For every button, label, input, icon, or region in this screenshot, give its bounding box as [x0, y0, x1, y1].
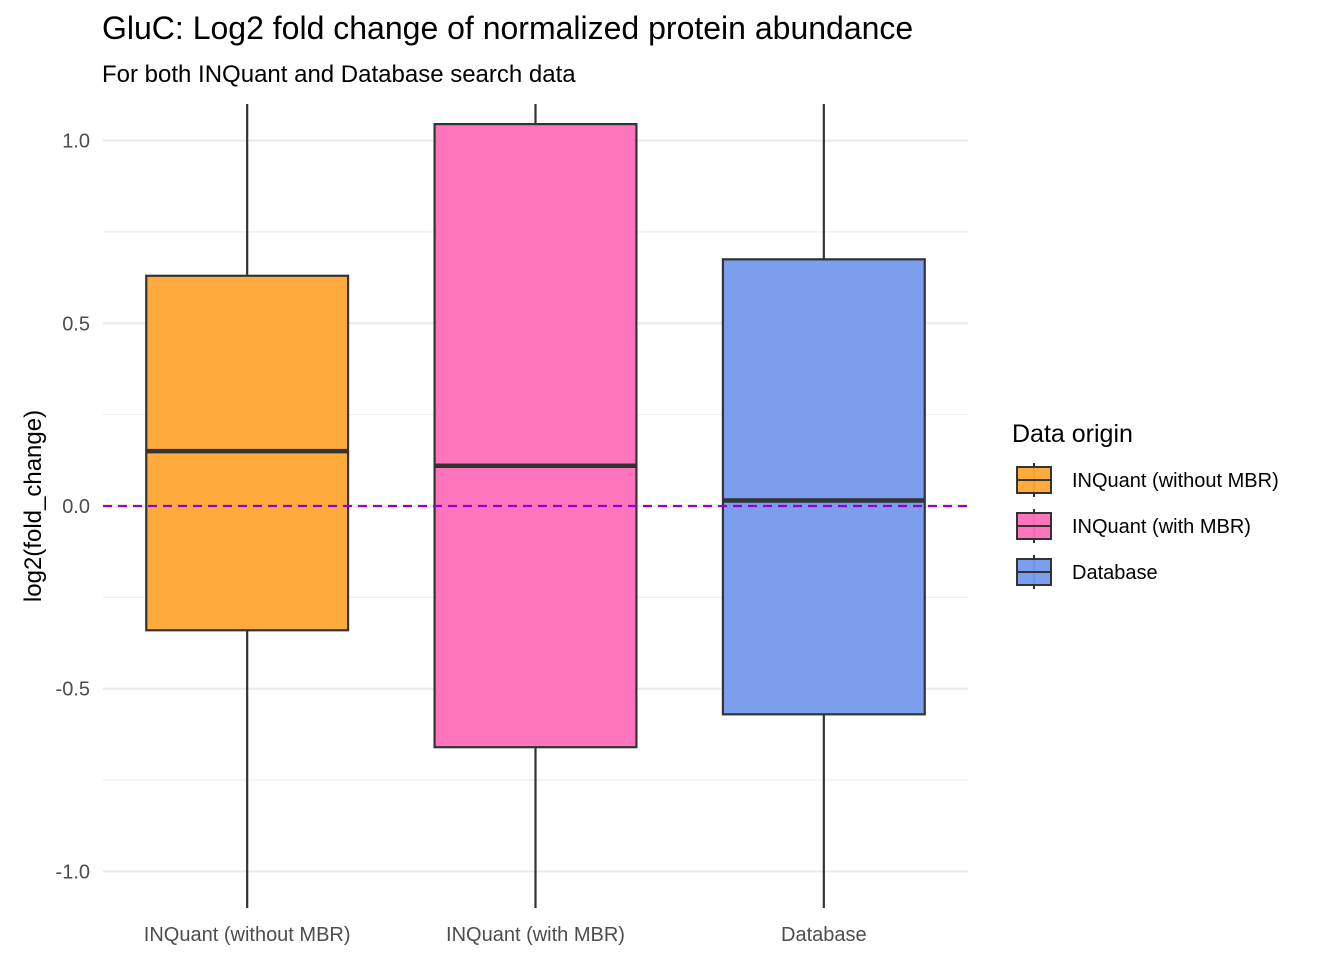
y-tick-label: -1.0 [56, 861, 90, 883]
y-tick-label: -0.5 [56, 679, 90, 701]
legend-label: INQuant (without MBR) [1072, 470, 1279, 492]
x-tick-labels: INQuant (without MBR) INQuant (with MBR) D… [144, 924, 867, 946]
legend-title: Data origin [1012, 420, 1133, 448]
whiskers [246, 104, 825, 908]
legend-label: INQuant (with MBR) [1072, 516, 1251, 538]
legend: Data origin INQuant (without MBR)INQuant… [1012, 420, 1279, 589]
y-tick-label: 1.0 [62, 131, 90, 153]
y-axis-title: log2(fold_change) [20, 410, 47, 602]
legend-label: Database [1072, 562, 1158, 584]
boxes [145, 122, 926, 749]
box [433, 122, 638, 749]
y-tick-label: 0.0 [62, 496, 90, 518]
chart-title: GluC: Log2 fold change of normalized pro… [102, 10, 913, 46]
legend-items: INQuant (without MBR) INQuant (with MBR) D… [1016, 463, 1279, 589]
x-tick-label: INQuant (without MBR) [144, 924, 351, 946]
x-tick-label: Database [781, 924, 867, 946]
chart-subtitle: For both INQuant and Database search dat… [102, 61, 576, 88]
y-tick-label: 0.5 [62, 313, 90, 335]
box [721, 258, 926, 716]
y-tick-labels: -1.0 -0.5 0.0 0.5 1.0 [56, 131, 90, 884]
x-tick-label: INQuant (with MBR) [446, 924, 625, 946]
